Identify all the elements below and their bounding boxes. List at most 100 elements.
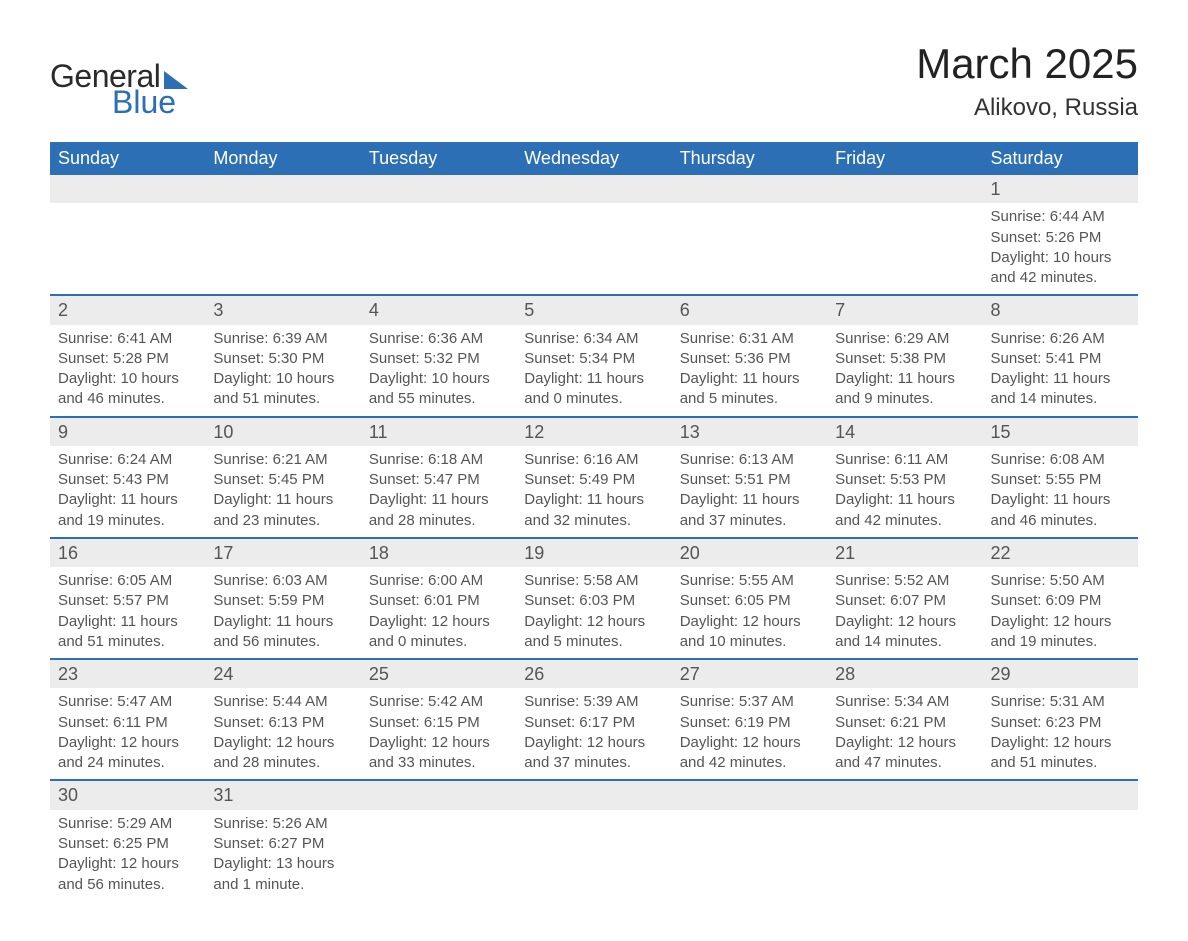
day-number-cell: 13 (672, 417, 827, 446)
day-number-cell (983, 780, 1138, 809)
sunrise-text: Sunrise: 6:08 AM (991, 450, 1130, 470)
sunset-text: Sunset: 6:19 PM (680, 713, 819, 733)
daylight-text: and 28 minutes. (369, 511, 508, 531)
day-details-cell: Sunrise: 6:05 AMSunset: 5:57 PMDaylight:… (50, 567, 205, 659)
sunset-text: Sunset: 5:36 PM (680, 349, 819, 369)
day-number-cell: 29 (983, 659, 1138, 688)
daylight-text: Daylight: 10 hours (213, 369, 352, 389)
header: General Blue March 2025 Alikovo, Russia (50, 40, 1138, 122)
sunrise-text: Sunrise: 5:50 AM (991, 571, 1130, 591)
day-details-cell (827, 810, 982, 901)
day-details-cell: Sunrise: 6:08 AMSunset: 5:55 PMDaylight:… (983, 446, 1138, 538)
daylight-text: and 32 minutes. (524, 511, 663, 531)
daylight-text: and 51 minutes. (58, 632, 197, 652)
sunset-text: Sunset: 5:53 PM (835, 470, 974, 490)
day-details-cell: Sunrise: 6:00 AMSunset: 6:01 PMDaylight:… (361, 567, 516, 659)
sunset-text: Sunset: 5:34 PM (524, 349, 663, 369)
daylight-text: and 10 minutes. (680, 632, 819, 652)
daylight-text: and 46 minutes. (991, 511, 1130, 531)
day-number-cell: 30 (50, 780, 205, 809)
day-details-cell (50, 203, 205, 295)
sunrise-text: Sunrise: 5:42 AM (369, 692, 508, 712)
day-details-cell: Sunrise: 5:44 AMSunset: 6:13 PMDaylight:… (205, 688, 360, 780)
day-number-cell: 1 (983, 175, 1138, 203)
sunrise-text: Sunrise: 6:05 AM (58, 571, 197, 591)
daylight-text: and 56 minutes. (58, 875, 197, 895)
day-details-row: Sunrise: 6:41 AMSunset: 5:28 PMDaylight:… (50, 325, 1138, 417)
day-details-cell (983, 810, 1138, 901)
sunset-text: Sunset: 5:32 PM (369, 349, 508, 369)
daylight-text: and 42 minutes. (991, 268, 1130, 288)
day-details-cell: Sunrise: 6:31 AMSunset: 5:36 PMDaylight:… (672, 325, 827, 417)
sunrise-text: Sunrise: 5:39 AM (524, 692, 663, 712)
daylight-text: Daylight: 11 hours (835, 369, 974, 389)
day-number-cell: 8 (983, 295, 1138, 324)
day-number-row: 1 (50, 175, 1138, 203)
day-details-cell: Sunrise: 6:36 AMSunset: 5:32 PMDaylight:… (361, 325, 516, 417)
day-number-cell: 10 (205, 417, 360, 446)
daylight-text: Daylight: 10 hours (369, 369, 508, 389)
daylight-text: Daylight: 12 hours (58, 733, 197, 753)
day-number-cell: 17 (205, 538, 360, 567)
sunset-text: Sunset: 6:25 PM (58, 834, 197, 854)
day-details-cell (205, 203, 360, 295)
sunset-text: Sunset: 5:51 PM (680, 470, 819, 490)
day-number-cell (827, 175, 982, 203)
day-details-row: Sunrise: 6:24 AMSunset: 5:43 PMDaylight:… (50, 446, 1138, 538)
day-details-cell: Sunrise: 5:42 AMSunset: 6:15 PMDaylight:… (361, 688, 516, 780)
calendar-table: SundayMondayTuesdayWednesdayThursdayFrid… (50, 142, 1138, 901)
daylight-text: Daylight: 12 hours (369, 733, 508, 753)
day-details-cell (827, 203, 982, 295)
daylight-text: and 56 minutes. (213, 632, 352, 652)
day-details-cell: Sunrise: 6:44 AMSunset: 5:26 PMDaylight:… (983, 203, 1138, 295)
sunset-text: Sunset: 5:49 PM (524, 470, 663, 490)
day-number-cell: 28 (827, 659, 982, 688)
sunrise-text: Sunrise: 6:00 AM (369, 571, 508, 591)
daylight-text: Daylight: 12 hours (58, 854, 197, 874)
day-details-row: Sunrise: 6:44 AMSunset: 5:26 PMDaylight:… (50, 203, 1138, 295)
sunrise-text: Sunrise: 6:11 AM (835, 450, 974, 470)
day-number-cell: 27 (672, 659, 827, 688)
day-details-cell: Sunrise: 6:11 AMSunset: 5:53 PMDaylight:… (827, 446, 982, 538)
daylight-text: and 42 minutes. (835, 511, 974, 531)
daylight-text: and 14 minutes. (835, 632, 974, 652)
daylight-text: and 42 minutes. (680, 753, 819, 773)
day-number-row: 3031 (50, 780, 1138, 809)
sunset-text: Sunset: 5:41 PM (991, 349, 1130, 369)
sunrise-text: Sunrise: 6:29 AM (835, 329, 974, 349)
sunset-text: Sunset: 5:59 PM (213, 591, 352, 611)
sunset-text: Sunset: 6:03 PM (524, 591, 663, 611)
sunrise-text: Sunrise: 6:41 AM (58, 329, 197, 349)
daylight-text: and 0 minutes. (524, 389, 663, 409)
day-number-row: 23242526272829 (50, 659, 1138, 688)
day-number-cell (516, 780, 671, 809)
daylight-text: Daylight: 12 hours (991, 733, 1130, 753)
day-details-cell: Sunrise: 5:37 AMSunset: 6:19 PMDaylight:… (672, 688, 827, 780)
daylight-text: and 28 minutes. (213, 753, 352, 773)
daylight-text: and 9 minutes. (835, 389, 974, 409)
day-details-cell (361, 810, 516, 901)
day-details-cell: Sunrise: 5:50 AMSunset: 6:09 PMDaylight:… (983, 567, 1138, 659)
sunset-text: Sunset: 5:57 PM (58, 591, 197, 611)
day-details-cell: Sunrise: 6:34 AMSunset: 5:34 PMDaylight:… (516, 325, 671, 417)
day-number-cell: 22 (983, 538, 1138, 567)
daylight-text: and 1 minute. (213, 875, 352, 895)
sunrise-text: Sunrise: 6:13 AM (680, 450, 819, 470)
sunset-text: Sunset: 6:01 PM (369, 591, 508, 611)
sunrise-text: Sunrise: 5:55 AM (680, 571, 819, 591)
daylight-text: and 5 minutes. (524, 632, 663, 652)
day-details-row: Sunrise: 6:05 AMSunset: 5:57 PMDaylight:… (50, 567, 1138, 659)
day-number-cell: 24 (205, 659, 360, 688)
day-number-cell: 18 (361, 538, 516, 567)
sunrise-text: Sunrise: 5:58 AM (524, 571, 663, 591)
day-header: Saturday (983, 142, 1138, 175)
daylight-text: Daylight: 12 hours (213, 733, 352, 753)
day-number-row: 16171819202122 (50, 538, 1138, 567)
day-number-cell: 6 (672, 295, 827, 324)
sunset-text: Sunset: 6:23 PM (991, 713, 1130, 733)
daylight-text: Daylight: 11 hours (680, 490, 819, 510)
day-details-cell (672, 203, 827, 295)
daylight-text: and 51 minutes. (991, 753, 1130, 773)
sunrise-text: Sunrise: 6:36 AM (369, 329, 508, 349)
day-header: Sunday (50, 142, 205, 175)
